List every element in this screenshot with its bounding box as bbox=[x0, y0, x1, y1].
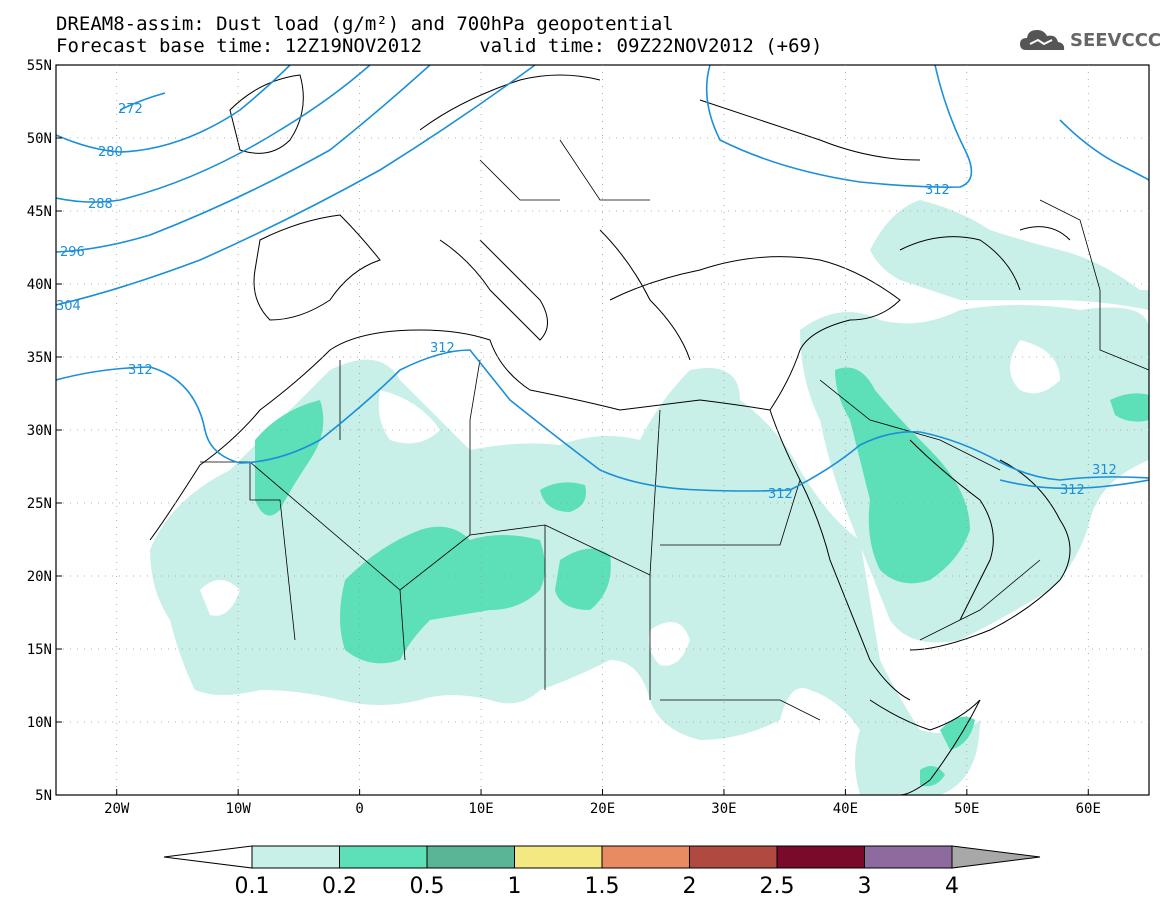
colorbar-over-triangle bbox=[951, 845, 1041, 869]
longitude-labels: 20W 10W 0 10E 20E 30E 40E 50E 60E bbox=[104, 801, 1101, 817]
colorbar-bin bbox=[339, 845, 428, 869]
lat-tick-label: 35N bbox=[27, 350, 52, 366]
colorbar-label: 4 bbox=[945, 874, 959, 899]
contour-label: 312 bbox=[1092, 463, 1117, 478]
lon-tick-label: 0 bbox=[355, 801, 363, 817]
graticule bbox=[56, 64, 1149, 796]
lat-tick-label: 50N bbox=[27, 131, 52, 147]
lon-tick-label: 40E bbox=[833, 801, 858, 817]
lat-tick-label: 25N bbox=[27, 496, 52, 512]
colorbar-under-triangle bbox=[163, 845, 253, 869]
contour-label: 304 bbox=[56, 299, 81, 314]
country-borders bbox=[200, 139, 1149, 721]
lat-tick-label: 40N bbox=[27, 277, 52, 293]
coastlines bbox=[149, 74, 1071, 795]
colorbar-bin bbox=[776, 845, 865, 869]
dust-free-gaps bbox=[200, 340, 1060, 666]
contour-label: 312 bbox=[768, 487, 793, 502]
lon-tick-label: 10W bbox=[226, 801, 252, 817]
lat-tick-label: 45N bbox=[27, 204, 52, 220]
colorbar-label: 2.5 bbox=[760, 874, 795, 899]
colorbar-bin bbox=[689, 845, 778, 869]
contour-label: 296 bbox=[60, 245, 85, 260]
lon-tick-label: 20E bbox=[590, 801, 615, 817]
contour-label: 312 bbox=[128, 363, 153, 378]
latitude-labels: 55N 50N 45N 40N 35N 30N 25N 20N 15N 10N 5N bbox=[27, 58, 52, 804]
colorbar-label: 1.5 bbox=[585, 874, 620, 899]
contour-label: 312 bbox=[430, 341, 455, 356]
geopotential-contours bbox=[56, 65, 1149, 492]
seevccc-logo: SEEVCCC bbox=[1018, 26, 1161, 56]
lon-tick-label: 60E bbox=[1076, 801, 1101, 817]
colorbar-label: 0.1 bbox=[235, 874, 270, 899]
colorbar-bin bbox=[426, 845, 515, 869]
colorbar-label: 1 bbox=[508, 874, 522, 899]
colorbar-label: 0.5 bbox=[410, 874, 445, 899]
lat-tick-label: 55N bbox=[27, 58, 52, 74]
contour-label: 272 bbox=[118, 102, 143, 117]
logo-text: SEEVCCC bbox=[1070, 30, 1162, 51]
chart-title: DREAM8-assim: Dust load (g/m²) and 700hP… bbox=[56, 13, 674, 35]
lon-tick-label: 50E bbox=[954, 801, 979, 817]
lat-tick-label: 15N bbox=[27, 642, 52, 658]
lon-tick-label: 30E bbox=[711, 801, 736, 817]
dust-medium-regions bbox=[255, 367, 1149, 787]
colorbar-bin bbox=[251, 845, 340, 869]
colorbar-label: 0.2 bbox=[322, 874, 357, 899]
colorbar-bin bbox=[514, 845, 603, 869]
lat-tick-label: 5N bbox=[35, 788, 52, 804]
forecast-time-line: Forecast base time: 12Z19NOV2012 valid t… bbox=[56, 35, 823, 57]
lon-tick-label: 10E bbox=[468, 801, 493, 817]
colorbar-bin bbox=[864, 845, 953, 869]
contour-label: 312 bbox=[1060, 483, 1085, 498]
lat-tick-label: 30N bbox=[27, 423, 52, 439]
lon-tick-label: 20W bbox=[104, 801, 130, 817]
colorbar-bin bbox=[601, 845, 690, 869]
lat-tick-label: 10N bbox=[27, 715, 52, 731]
cloud-icon bbox=[1020, 30, 1065, 50]
contour-label: 312 bbox=[925, 183, 950, 198]
colorbar-label: 2 bbox=[683, 874, 697, 899]
contour-label: 288 bbox=[88, 197, 113, 212]
colorbar-label: 3 bbox=[858, 874, 872, 899]
contour-labels: 272 280 288 296 304 312 312 312 312 312 … bbox=[56, 102, 1117, 502]
lat-tick-label: 20N bbox=[27, 569, 52, 585]
